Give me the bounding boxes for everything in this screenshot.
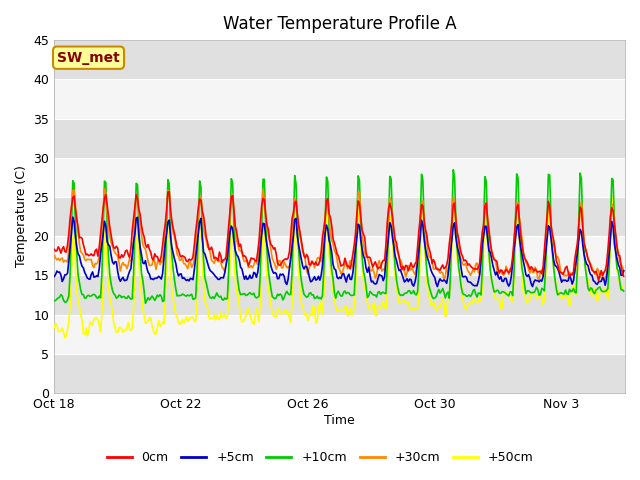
Bar — [54, 197, 625, 236]
Bar — [54, 276, 625, 314]
Y-axis label: Temperature (C): Temperature (C) — [15, 166, 28, 267]
Bar — [54, 314, 625, 354]
Legend: 0cm, +5cm, +10cm, +30cm, +50cm: 0cm, +5cm, +10cm, +30cm, +50cm — [102, 446, 538, 469]
Bar — [54, 40, 625, 79]
Bar — [54, 236, 625, 276]
Title: Water Temperature Profile A: Water Temperature Profile A — [223, 15, 456, 33]
X-axis label: Time: Time — [324, 414, 355, 427]
Bar — [54, 79, 625, 119]
Bar — [54, 119, 625, 158]
Text: SW_met: SW_met — [57, 51, 120, 65]
Bar — [54, 354, 625, 393]
Bar — [54, 158, 625, 197]
